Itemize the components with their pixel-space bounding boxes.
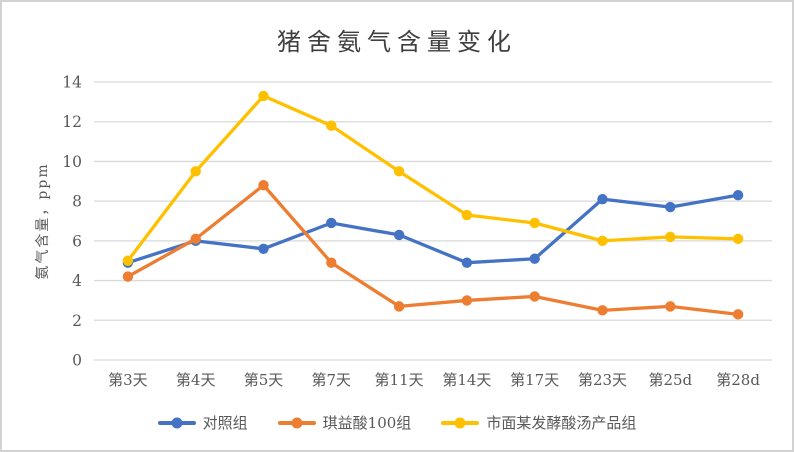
x-tick-label-7: 第17天 xyxy=(510,371,559,389)
chart-title: 猪舍氨气含量变化 xyxy=(277,28,517,56)
legend-label-2: 市面某发酵酸汤产品组 xyxy=(486,414,637,432)
y-tick-label-12: 12 xyxy=(62,113,82,131)
series-0-point-3 xyxy=(258,243,269,254)
series-1-point-4 xyxy=(326,257,337,268)
y-tick-label-0: 0 xyxy=(72,352,82,370)
y-tick-label-2: 2 xyxy=(72,312,82,330)
legend-item-1: 琪益酸100组 xyxy=(277,412,412,433)
series-1-point-7 xyxy=(529,291,540,302)
x-tick-label-10: 第28d xyxy=(716,371,760,389)
series-0-point-10 xyxy=(732,189,744,201)
legend-label-1: 琪益酸100组 xyxy=(322,414,412,432)
y-tick-label-10: 10 xyxy=(62,153,82,171)
x-tick-label-5: 第11天 xyxy=(375,371,424,389)
y-tick-label-14: 14 xyxy=(62,74,82,92)
series-2-point-7 xyxy=(529,217,540,229)
series-1-point-1 xyxy=(122,271,134,282)
series-2-point-2 xyxy=(190,166,201,177)
y-tick-label-8: 8 xyxy=(72,193,82,211)
series-2-point-1 xyxy=(122,255,134,266)
series-2-point-10 xyxy=(732,233,744,245)
legend-item-0: 对照组 xyxy=(157,412,248,433)
series-2-point-9 xyxy=(665,231,676,243)
series-1-point-3 xyxy=(258,180,269,191)
legend-item-2: 市面某发酵酸汤产品组 xyxy=(441,412,636,433)
series-0-point-8 xyxy=(597,193,608,205)
chart-legend: 对照组 琪益酸100组 市面某发酵酸汤产品组 xyxy=(2,412,792,433)
x-tick-label-8: 第23天 xyxy=(578,371,627,389)
series-2-point-4 xyxy=(326,120,337,131)
series-2-point-6 xyxy=(461,209,473,221)
series-1-point-8 xyxy=(597,305,608,316)
series-2-point-8 xyxy=(597,235,608,247)
series-0-point-5 xyxy=(393,229,405,241)
legend-line-dot-icon xyxy=(441,417,480,428)
series-0-point-7 xyxy=(529,253,540,264)
series-0-point-9 xyxy=(665,201,676,213)
series-1-point-6 xyxy=(461,295,473,306)
x-tick-label-1: 第3天 xyxy=(108,371,148,389)
y-tick-label-6: 6 xyxy=(72,232,82,250)
x-tick-label-6: 第14天 xyxy=(442,371,491,389)
series-1-point-2 xyxy=(190,233,201,245)
x-tick-label-2: 第4天 xyxy=(176,371,216,389)
series-1-point-10 xyxy=(732,309,744,320)
legend-line-dot-icon xyxy=(277,417,316,428)
series-0-point-4 xyxy=(326,217,337,229)
x-tick-label-3: 第5天 xyxy=(244,371,284,389)
legend-line-dot-icon xyxy=(157,417,196,428)
series-2-point-5 xyxy=(393,166,405,177)
series-0-point-6 xyxy=(461,257,473,268)
series-line-2 xyxy=(126,94,740,263)
series-line-1 xyxy=(126,183,740,316)
x-tick-label-4: 第7天 xyxy=(312,371,352,389)
series-2-point-3 xyxy=(258,90,269,102)
x-tick-label-9: 第25d xyxy=(648,371,692,389)
series-1-point-5 xyxy=(393,301,405,312)
line-chart-plot-area: 0 2 4 6 8 10 12 14 第3天 第4天 第5天 第7天 第11天 第14天 第17天 第23天 第… xyxy=(62,74,772,389)
legend-label-0: 对照组 xyxy=(202,414,248,432)
y-tick-label-4: 4 xyxy=(72,272,82,290)
series-1-point-9 xyxy=(665,301,676,312)
series-line-0 xyxy=(126,193,740,265)
